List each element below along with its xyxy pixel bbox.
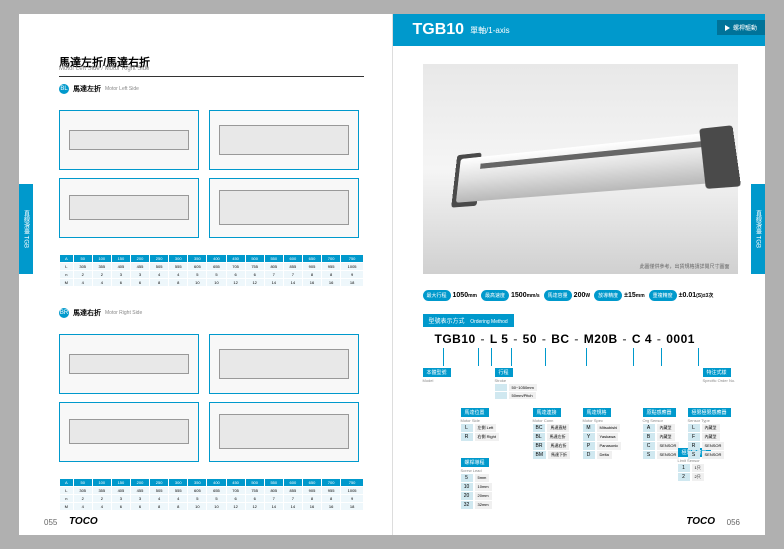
spec-pill: 重複精度±0.01(S)±3次 — [649, 290, 714, 301]
section-1-header: BL 馬達左折 Motor Left Side — [59, 84, 139, 94]
logo: TOCO — [69, 516, 98, 527]
section-badge: BR — [59, 308, 69, 318]
spec-table-2: A501001502002503003504004505005506006507… — [59, 478, 364, 511]
legend-item: 馬達位置Motor SideL左側 LeftR右側 Right — [461, 408, 499, 441]
category-tab: 螺桿驅動 — [717, 20, 765, 35]
product-photo: 此圖僅供參考，出貨規格請詳閱尺寸圖面 — [423, 64, 738, 274]
page-subtitle: Motor Left Side / Motor Right Side — [59, 66, 149, 72]
ordering-header: 型號表示方式 Ordering Method — [423, 314, 514, 327]
order-code: TGB10 - L 5 - 50 - BC - M20B - C 4 - 000… — [435, 332, 695, 346]
logo: TOCO — [686, 516, 715, 527]
technical-drawing-1 — [59, 100, 364, 250]
spec-pills: 最大行程1050mm最高速度1500mm/s 馬達容量200W 放導精度±15mm 重… — [423, 290, 714, 301]
ordering-legend: 本體型號Model 馬達位置Motor SideL左側 LeftR右側 Right… — [423, 348, 743, 488]
page-number: 055 — [44, 518, 57, 527]
play-icon — [725, 25, 730, 31]
side-tab: 直線滑臺 TGB — [751, 184, 765, 274]
product-title: TGB10 — [413, 21, 465, 39]
legend-item: 馬達連接Motor ConnBC馬達直結BL馬達左折BR馬達右折BM馬達下折 — [533, 408, 571, 459]
section-2-header: BR 馬達右折 Motor Right Side — [59, 308, 142, 318]
spec-pill: 最大行程1050mm — [423, 290, 478, 301]
side-tab: 直線滑臺 TGB — [19, 184, 33, 274]
product-subtitle: 單軸/1-axis — [470, 25, 510, 36]
page-header: TGB10 單軸/1-axis 螺桿驅動 — [393, 14, 766, 46]
legend-item: 馬達規格Motor SpecMMitsubishiYYaskawaPPanaso… — [583, 408, 622, 459]
page-number: 056 — [727, 518, 740, 527]
legend-item: 本體型號Model — [423, 368, 451, 383]
photo-caption: 此圖僅供參考，出貨規格請詳閱尺寸圖面 — [639, 263, 729, 270]
section-badge: BL — [59, 84, 69, 94]
legend-item: 行程Stroke50~1050mm50mm/Pitch — [495, 368, 537, 399]
legend-item: 極限極限感應器Sensor TypeL內藏型F內藏型RSENSORSSENSOR — [688, 408, 731, 459]
spec-pill: 放導精度±15mm — [594, 290, 645, 301]
spec-table-1: A501001502002503003504004505005506006507… — [59, 254, 364, 287]
legend-item: 特注式樣Specific Order No. — [703, 368, 736, 383]
divider — [59, 76, 364, 77]
spec-pill: 馬達容量200W — [544, 290, 590, 301]
legend-item: 螺桿導程Screw Lead55mm1010mm2020mm3232mm — [461, 458, 492, 509]
technical-drawing-2 — [59, 324, 364, 474]
spec-pill: 最高速度1500mm/s — [481, 290, 540, 301]
legend-item: 原點感應器Org SensorA內藏型B內藏型CSENSORSSENSOR — [643, 408, 680, 459]
